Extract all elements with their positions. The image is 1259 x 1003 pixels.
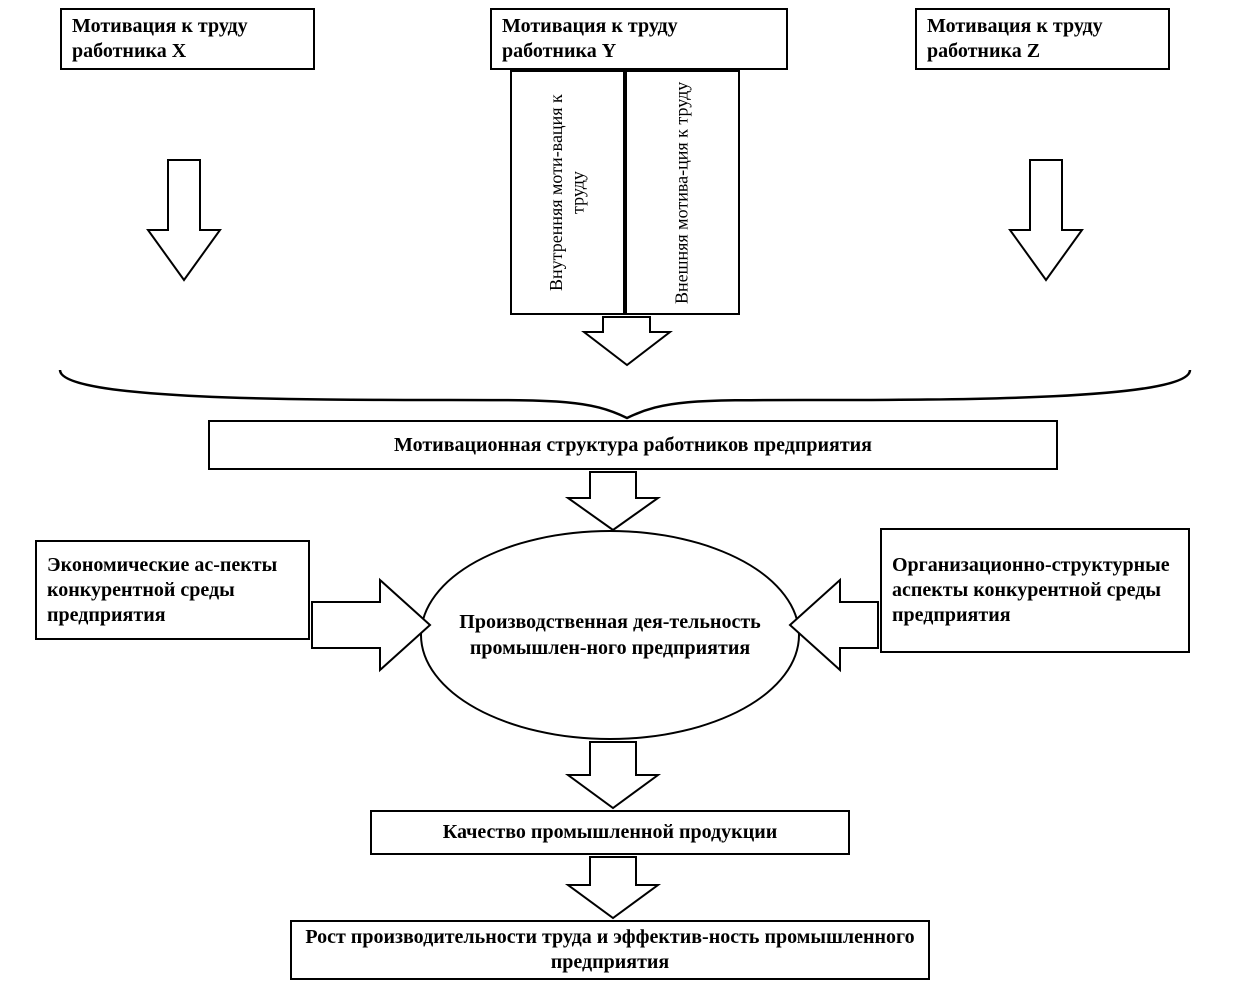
node-inner-motivation: Внутренняя моти-вация к труду (510, 70, 625, 315)
node-outer-motivation: Внешняя мотива-ция к труду (625, 70, 740, 315)
node-economic-aspects: Экономические ас-пекты конкурентной сред… (35, 540, 310, 640)
node-label: Мотивация к труду работника Y (502, 14, 776, 64)
arrow-down-icon (568, 472, 658, 530)
node-label: Мотивация к труду работника X (72, 14, 303, 64)
node-motivation-x: Мотивация к труду работника X (60, 8, 315, 70)
node-label: Мотивация к труду работника Z (927, 14, 1158, 64)
arrow-down-icon (584, 317, 670, 365)
arrow-right-icon (312, 580, 430, 670)
node-structure: Мотивационная структура работников предп… (208, 420, 1058, 470)
node-motivation-z: Мотивация к труду работника Z (915, 8, 1170, 70)
arrow-down-icon (148, 160, 220, 280)
brace-icon (60, 370, 1190, 418)
arrow-down-icon (568, 857, 658, 918)
node-quality: Качество промышленной продукции (370, 810, 850, 855)
node-growth: Рост производительности труда и эффектив… (290, 920, 930, 980)
node-label: Организационно-структурные аспекты конку… (892, 553, 1178, 628)
node-production-activity: Производственная дея-тельность промышлен… (420, 530, 800, 740)
node-label: Внутренняя моти-вация к труду (546, 80, 589, 305)
node-label: Мотивационная структура работников предп… (394, 433, 872, 458)
node-label: Рост производительности труда и эффектив… (302, 925, 918, 975)
arrow-left-icon (790, 580, 878, 670)
node-label: Производственная дея-тельность промышлен… (442, 609, 778, 661)
arrow-down-icon (1010, 160, 1082, 280)
node-organizational-aspects: Организационно-структурные аспекты конку… (880, 528, 1190, 653)
node-label: Экономические ас-пекты конкурентной сред… (47, 553, 298, 628)
node-label: Внешняя мотива-ция к труду (672, 81, 694, 303)
arrow-down-icon (568, 742, 658, 808)
node-label: Качество промышленной продукции (443, 820, 778, 845)
node-motivation-y: Мотивация к труду работника Y (490, 8, 788, 70)
